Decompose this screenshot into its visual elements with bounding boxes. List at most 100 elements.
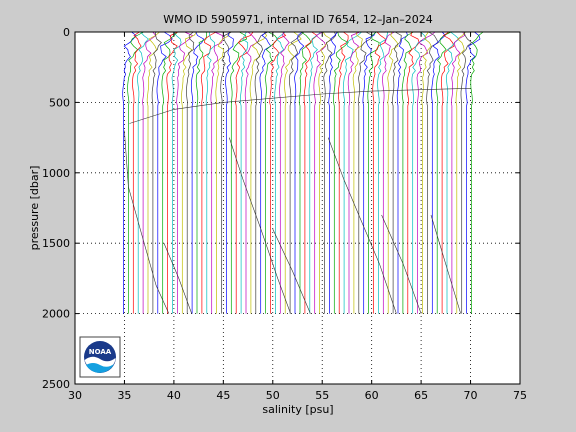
y-tick-label: 500 — [49, 96, 70, 109]
x-axis-label: salinity [psu] — [262, 403, 333, 416]
profile-line — [421, 31, 432, 314]
profile-trace — [430, 214, 461, 314]
profile-line — [342, 31, 362, 314]
profile-line — [176, 31, 194, 314]
profile-line — [352, 31, 363, 314]
noaa-logo: NOAA — [79, 336, 121, 378]
profile-line — [215, 31, 230, 314]
profile-line — [382, 31, 395, 314]
profile-line — [171, 31, 182, 314]
profile-line — [244, 31, 258, 314]
x-tick-label: 60 — [365, 389, 379, 402]
profile-line — [205, 31, 216, 314]
profile-line — [367, 31, 380, 314]
profile-line — [161, 31, 178, 314]
profile-line — [465, 31, 481, 314]
profile-line — [264, 31, 278, 314]
profile-trace — [381, 214, 422, 314]
profile-line — [190, 31, 205, 314]
profile-trace — [272, 228, 311, 314]
profile-line — [436, 31, 452, 314]
profile-line — [151, 31, 162, 314]
profile-line — [357, 31, 373, 314]
profile-line — [200, 31, 217, 314]
profile-line — [230, 31, 248, 314]
profile-line — [137, 31, 149, 314]
profile-line — [426, 31, 439, 314]
profile-line — [391, 31, 402, 314]
profile-line — [396, 31, 408, 314]
y-tick-label: 1500 — [42, 237, 70, 250]
profile-line — [338, 31, 349, 314]
profile-line — [440, 31, 455, 314]
profile-line — [142, 31, 157, 314]
profile-line — [195, 31, 207, 314]
profile-line — [303, 31, 318, 314]
profile-line — [298, 31, 312, 314]
profile-line — [362, 31, 376, 314]
profile-line — [387, 31, 399, 314]
profile-line — [156, 31, 173, 314]
profile-line — [318, 31, 332, 314]
x-tick-label: 75 — [513, 389, 527, 402]
profile-line — [406, 31, 420, 314]
profile-line — [294, 31, 305, 314]
profile-line — [259, 31, 272, 314]
profile-line — [146, 31, 160, 314]
x-tick-label: 55 — [315, 389, 329, 402]
profile-line — [132, 31, 142, 314]
x-tick-label: 40 — [167, 389, 181, 402]
x-tick-label: 65 — [414, 389, 428, 402]
profile-line — [455, 31, 466, 314]
profile-trace — [163, 243, 192, 314]
profile-line — [269, 31, 287, 314]
profile-line — [372, 31, 386, 314]
profile-line — [333, 31, 349, 314]
profile-trace — [229, 137, 291, 314]
ticks: 30 35 40 45 50 55 60 65 70 75 0 500 1000 1500 2000 2500 — [42, 26, 527, 402]
profile-trace — [129, 88, 471, 124]
profile-line — [254, 31, 268, 314]
profile-line — [416, 31, 436, 314]
profile-line — [122, 31, 137, 314]
profiles — [122, 31, 484, 314]
profile-line — [377, 31, 389, 314]
y-tick-label: 2000 — [42, 308, 70, 321]
chart-title: WMO ID 5905971, internal ID 7654, 12–Jan… — [163, 13, 433, 26]
profile-line — [274, 31, 286, 314]
x-tick-label: 30 — [68, 389, 82, 402]
profile-line — [347, 31, 361, 314]
x-tick-label: 70 — [464, 389, 478, 402]
profile-line — [470, 31, 484, 314]
profile-line — [235, 31, 254, 314]
profile-line — [323, 31, 337, 314]
profile-line — [445, 31, 460, 314]
profile-line — [249, 31, 268, 314]
profile-line — [166, 31, 178, 314]
profile-line — [225, 31, 234, 314]
profile-line — [313, 31, 326, 314]
profile-line — [186, 31, 195, 314]
y-tick-label: 2500 — [42, 378, 70, 391]
grid — [75, 32, 520, 384]
y-tick-label: 0 — [63, 26, 70, 39]
profile-trace — [124, 130, 170, 314]
axes-frame — [74, 31, 521, 385]
profile-line — [220, 31, 232, 314]
profile-line — [210, 31, 223, 314]
profile-line — [308, 31, 322, 314]
profile-line — [411, 31, 427, 314]
profile-trace — [327, 137, 397, 314]
x-tick-label: 50 — [266, 389, 280, 402]
profile-line — [284, 31, 302, 314]
profile-line — [431, 31, 446, 314]
profile-line — [460, 31, 473, 314]
profile-line — [401, 31, 414, 314]
noaa-logo-sea — [86, 363, 114, 373]
noaa-logo-text: NOAA — [89, 348, 112, 356]
profile-line — [127, 31, 144, 314]
x-tick-label: 35 — [117, 389, 131, 402]
y-axis-label: pressure [dbar] — [28, 166, 41, 251]
y-tick-label: 1000 — [42, 167, 70, 180]
